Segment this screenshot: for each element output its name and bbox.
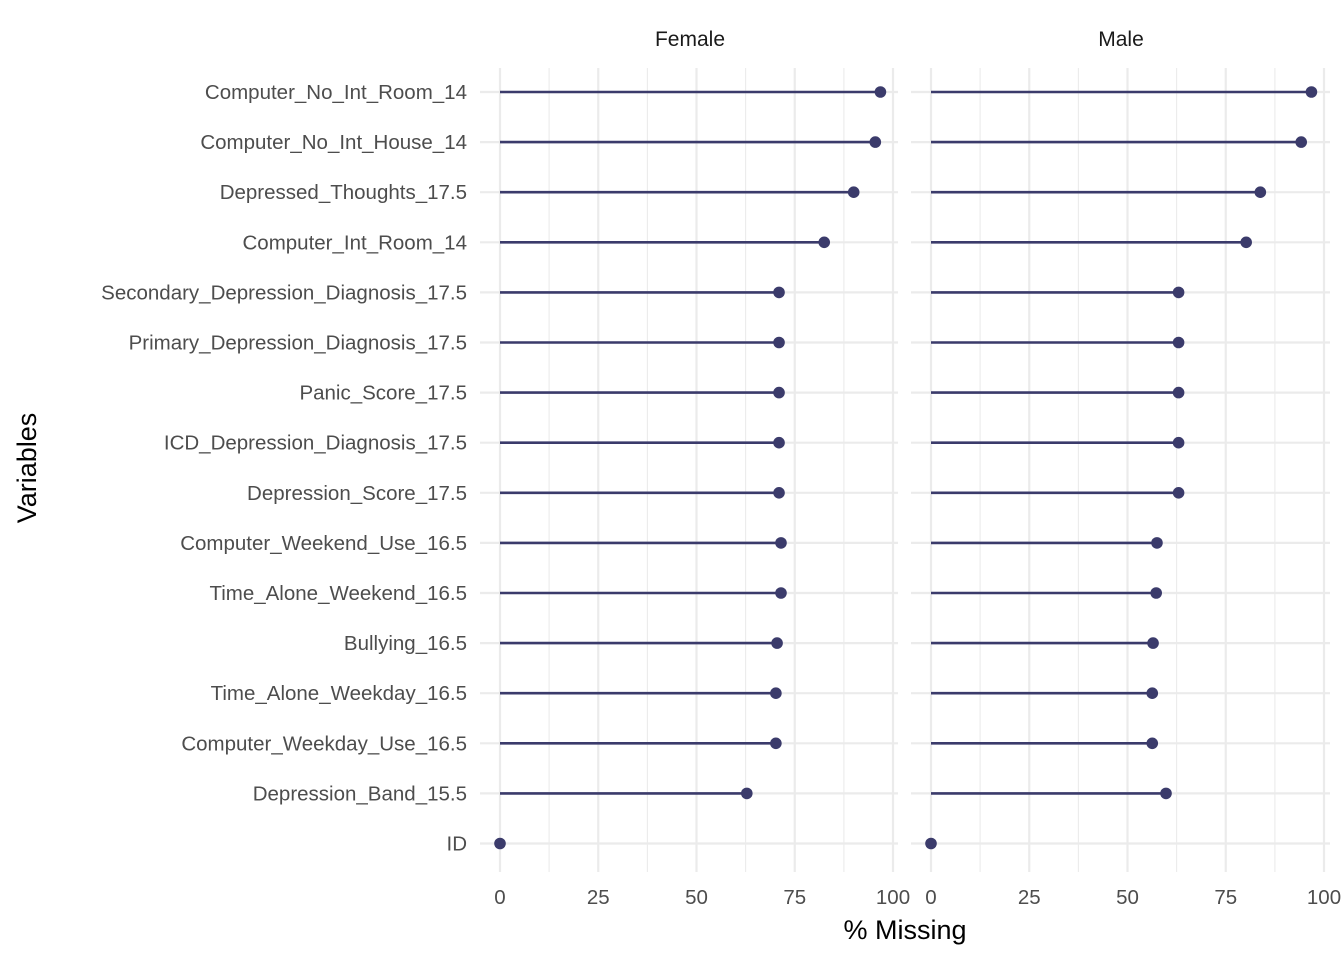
lollipop-point [1295, 136, 1308, 148]
y-tick-label: Computer_No_Int_Room_14 [205, 81, 467, 104]
x-tick-label: 0 [494, 886, 505, 909]
lollipop-point [775, 587, 787, 599]
lollipop-point [1172, 487, 1185, 499]
lollipop-point [874, 86, 887, 98]
y-tick-label: Panic_Score_17.5 [299, 382, 467, 405]
lollipop-point [770, 687, 782, 699]
facet-label-female: Female [655, 28, 725, 51]
lollipop-point [1305, 86, 1318, 98]
lollipop-point [818, 236, 831, 249]
lollipop-point [1146, 687, 1159, 699]
y-tick-label: Primary_Depression_Diagnosis_17.5 [129, 332, 467, 355]
lollipop-point [1172, 286, 1185, 299]
y-tick-label: Depressed_Thoughts_17.5 [220, 181, 467, 204]
lollipop-point [1172, 336, 1185, 349]
y-tick-label: Secondary_Depression_Diagnosis_17.5 [101, 281, 467, 304]
lollipop-point [869, 136, 882, 148]
lollipop-point [494, 837, 506, 850]
x-tick-label: 25 [587, 886, 610, 909]
lollipop-point [773, 487, 785, 499]
y-tick-label: Computer_Int_Room_14 [243, 231, 468, 254]
lollipop-point [773, 336, 785, 349]
lollipop-point [1160, 787, 1172, 800]
x-tick-label: 50 [685, 886, 708, 909]
lollipop-point [1254, 186, 1267, 198]
y-tick-label: Depression_Band_15.5 [253, 782, 467, 805]
y-tick-label: ID [447, 833, 468, 856]
y-tick-label: Depression_Score_17.5 [247, 482, 467, 505]
x-axis-title: % Missing [843, 915, 966, 945]
lollipop-point [773, 386, 785, 399]
x-tick-label: 25 [1018, 886, 1041, 909]
lollipop-point [1172, 386, 1185, 399]
lollipop-point [925, 837, 937, 850]
lollipop-point [773, 436, 785, 449]
lollipop-point [773, 286, 785, 299]
x-tick-label: 75 [783, 886, 806, 909]
lollipop-point [741, 787, 753, 800]
grid-layer [480, 68, 1330, 872]
y-tick-label: Computer_No_Int_House_14 [200, 131, 467, 154]
mark-layer [494, 86, 1318, 850]
x-tick-label: 75 [1214, 886, 1237, 909]
y-tick-label: Time_Alone_Weekend_16.5 [209, 582, 467, 605]
lollipop-point [1146, 737, 1159, 750]
facet-label-male: Male [1098, 28, 1144, 51]
y-tick-label: ICD_Depression_Diagnosis_17.5 [164, 432, 467, 455]
lollipop-point [1150, 587, 1162, 599]
lollipop-point [1172, 436, 1185, 449]
y-tick-label: Computer_Weekday_Use_16.5 [181, 732, 467, 755]
lollipop-point [1151, 537, 1163, 549]
text-layer: Female 0 25 50 75 100 Male 0 25 50 75 100 Computer_N… [101, 28, 1341, 909]
x-tick-label: 100 [1307, 886, 1341, 909]
lollipop-point [1147, 637, 1159, 649]
lollipop-point [770, 737, 782, 750]
x-tick-label: 50 [1116, 886, 1139, 909]
y-tick-label: Computer_Weekend_Use_16.5 [180, 532, 467, 555]
lollipop-point [771, 637, 783, 649]
y-tick-label: Bullying_16.5 [344, 632, 467, 655]
y-tick-label: Time_Alone_Weekday_16.5 [211, 682, 467, 705]
x-tick-label: 100 [876, 886, 910, 909]
lollipop-point [1240, 236, 1252, 249]
y-axis-title: Variables [12, 413, 42, 524]
x-tick-label: 0 [925, 886, 936, 909]
lollipop-point [775, 537, 787, 549]
lollipop-point [847, 186, 860, 198]
